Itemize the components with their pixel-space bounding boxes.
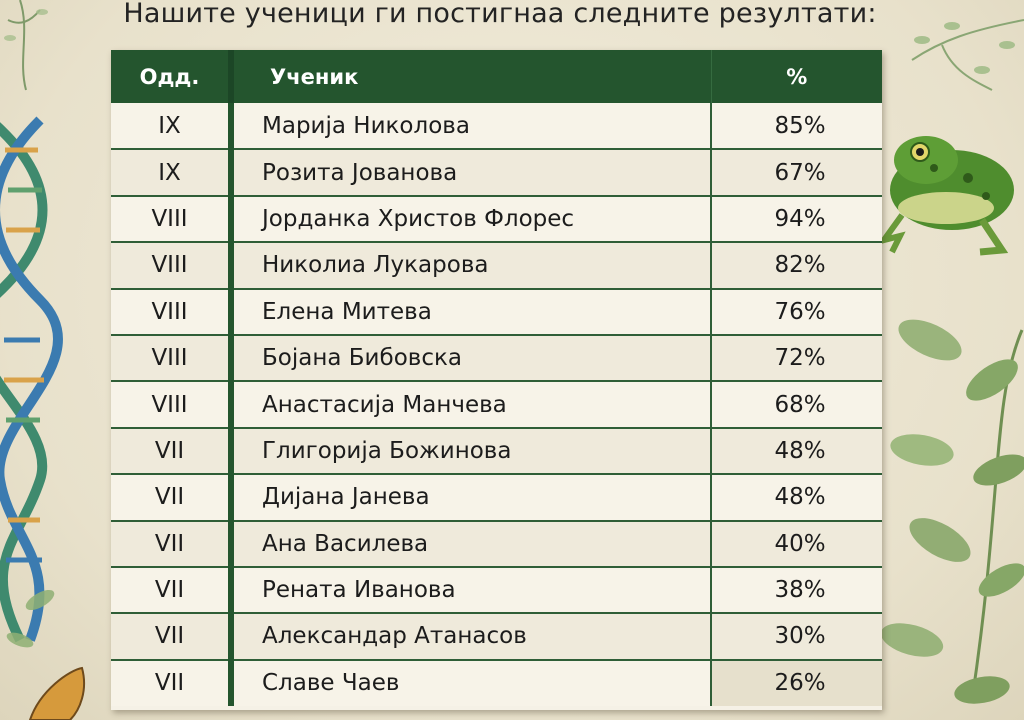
percent-cell: 85% bbox=[711, 103, 882, 151]
leaf-branch-right bbox=[882, 319, 1024, 704]
percent-cell: 68% bbox=[711, 381, 882, 429]
table-row: VII Рената Иванова 38% bbox=[111, 566, 882, 615]
table-row: IX Розита Јованова 67% bbox=[111, 149, 882, 197]
table-row: VII Дијана Јанева 48% bbox=[111, 474, 882, 522]
results-table-card: Одд. Ученик % IX Марија Николова 85% IX … bbox=[111, 50, 882, 710]
table-row: VIII Елена Митева 76% bbox=[111, 288, 882, 336]
grade-cell: VIII bbox=[111, 334, 234, 383]
grade-cell: IX bbox=[111, 149, 234, 197]
percent-cell: 48% bbox=[711, 474, 882, 522]
student-name-cell: Јорданка Христов Флорес bbox=[231, 195, 712, 244]
percent-cell: 72% bbox=[711, 334, 882, 383]
percent-cell: 67% bbox=[711, 149, 882, 197]
student-name-cell: Глигорија Божинова bbox=[231, 427, 712, 476]
table-row: VIII Николиа Лукарова 82% bbox=[111, 242, 882, 290]
grade-cell: IX bbox=[111, 103, 234, 151]
student-name-cell: Ана Василева bbox=[231, 520, 712, 568]
student-name-cell: Славе Чаев bbox=[231, 659, 712, 707]
grade-cell: VII bbox=[111, 659, 234, 707]
table-row: VIII Јорданка Христов Флорес 94% bbox=[111, 195, 882, 244]
student-name-cell: Рената Иванова bbox=[231, 566, 712, 615]
plant-sprig-top-right bbox=[911, 19, 1024, 91]
percent-cell: 30% bbox=[711, 613, 882, 661]
frog-illustration bbox=[882, 19, 1024, 704]
percent-cell: 26% bbox=[711, 659, 882, 707]
grade-cell: VIII bbox=[111, 288, 234, 336]
percent-cell: 38% bbox=[711, 566, 882, 615]
student-name-cell: Бојана Бибовска bbox=[231, 334, 712, 383]
student-name-cell: Александар Атанасов bbox=[231, 613, 712, 661]
grade-cell: VIII bbox=[111, 195, 234, 244]
table-row: VII Александар Атанасов 30% bbox=[111, 613, 882, 661]
page-heading: Нашите ученици ги постигнаа следните рез… bbox=[123, 0, 877, 29]
table-row: VII Славе Чаев 26% bbox=[111, 659, 882, 707]
table-row: IX Марија Николова 85% bbox=[111, 103, 882, 151]
grade-cell: VII bbox=[111, 427, 234, 476]
table-row: VII Глигорија Божинова 48% bbox=[111, 427, 882, 476]
percent-cell: 94% bbox=[711, 195, 882, 244]
butterfly-wing-illustration bbox=[28, 666, 86, 720]
grade-cell: VII bbox=[111, 613, 234, 661]
grade-cell: VII bbox=[111, 474, 234, 522]
percent-cell: 76% bbox=[711, 288, 882, 336]
leaf-branch-left bbox=[6, 589, 55, 648]
results-table: Одд. Ученик % IX Марија Николова 85% IX … bbox=[111, 50, 882, 707]
percent-cell: 48% bbox=[711, 427, 882, 476]
student-name-cell: Розита Јованова bbox=[231, 149, 712, 197]
grade-cell: VIII bbox=[111, 242, 234, 290]
table-header-row: Одд. Ученик % bbox=[111, 50, 882, 103]
percent-cell: 40% bbox=[711, 520, 882, 568]
table-row: VIII Бојана Бибовска 72% bbox=[111, 334, 882, 383]
column-header-grade: Одд. bbox=[111, 50, 234, 103]
student-name-cell: Анастасија Манчева bbox=[231, 381, 712, 429]
table-row: VIII Анастасија Манчева 68% bbox=[111, 381, 882, 429]
student-name-cell: Николиа Лукарова bbox=[231, 242, 712, 290]
table-row: VII Ана Василева 40% bbox=[111, 520, 882, 568]
grade-cell: VII bbox=[111, 520, 234, 568]
dna-helix-illustration bbox=[0, 0, 86, 720]
column-header-student: Ученик bbox=[231, 50, 712, 103]
student-name-cell: Марија Николова bbox=[231, 103, 712, 151]
column-header-percent: % bbox=[786, 64, 808, 89]
grade-cell: VIII bbox=[111, 381, 234, 429]
student-name-cell: Елена Митева bbox=[231, 288, 712, 336]
percent-cell: 82% bbox=[711, 242, 882, 290]
grade-cell: VII bbox=[111, 566, 234, 615]
student-name-cell: Дијана Јанева bbox=[231, 474, 712, 522]
